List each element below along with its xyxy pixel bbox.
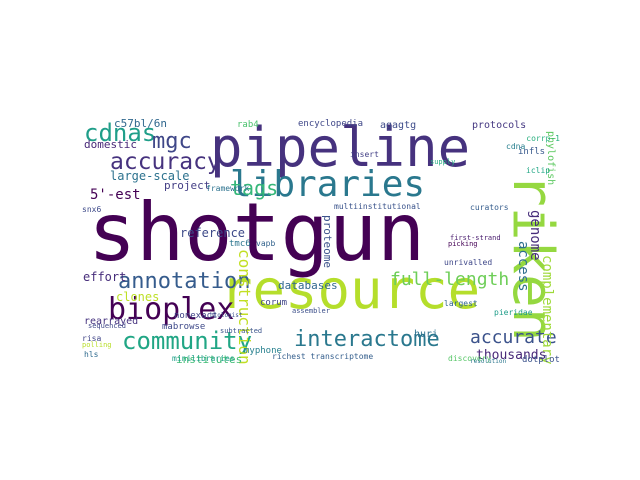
cloud-word: c57bl/6n bbox=[114, 117, 167, 130]
cloud-word: resource bbox=[220, 258, 481, 321]
cloud-word: subtracted bbox=[220, 327, 263, 335]
cloud-word: domestic bbox=[84, 138, 137, 151]
cloud-word: sequenced bbox=[88, 322, 126, 330]
cloud-word: hls bbox=[84, 350, 99, 359]
cloud-word: vapb bbox=[256, 239, 276, 248]
cloud-word: full-length bbox=[390, 269, 510, 290]
cloud-word: encyclopedia bbox=[298, 119, 364, 129]
cloud-word: snx6 bbox=[82, 205, 102, 214]
cloud-word: community bbox=[122, 327, 253, 355]
cloud-word: shotgun bbox=[88, 186, 426, 279]
cloud-word: bioplex bbox=[108, 292, 235, 327]
cloud-word: discovery bbox=[448, 354, 492, 363]
cloud-word: cdna bbox=[506, 142, 526, 151]
cloud-word: cdnas bbox=[84, 119, 157, 147]
cloud-word: institutes bbox=[176, 353, 243, 365]
cloud-word: assembler bbox=[292, 307, 330, 315]
cloud-word: annotation bbox=[118, 269, 251, 294]
cloud-word: iclip bbox=[526, 166, 551, 175]
cloud-word: huri bbox=[414, 329, 439, 340]
cloud-word: tags bbox=[230, 176, 279, 200]
cloud-word: databases bbox=[278, 279, 338, 292]
cloud-word: supply bbox=[430, 158, 456, 166]
cloud-word: pieridae bbox=[494, 308, 533, 317]
cloud-word: nonexact bbox=[174, 311, 218, 321]
cloud-word: risa bbox=[82, 334, 102, 343]
cloud-word: mgc bbox=[152, 129, 192, 154]
cloud-word: thousands bbox=[476, 348, 547, 363]
cloud-word: biologist bbox=[210, 312, 243, 319]
cloud-word: 5'-est bbox=[90, 187, 141, 203]
cloud-word: reference bbox=[180, 226, 246, 240]
cloud-word: libraries bbox=[230, 164, 426, 205]
cloud-word: proteome bbox=[321, 215, 334, 268]
cloud-word: dotplot bbox=[522, 355, 560, 365]
cloud-word: resolution bbox=[470, 358, 507, 365]
cloud-word: rab4 bbox=[237, 120, 259, 130]
cloud-word: large-scale bbox=[110, 169, 190, 183]
cloud-word: rearrayed bbox=[84, 316, 139, 327]
cloud-word: accuracy bbox=[110, 149, 221, 175]
cloud-word: minilibraries bbox=[172, 354, 235, 363]
cloud-word: first-strand bbox=[450, 234, 501, 242]
cloud-word: protocols bbox=[472, 120, 527, 131]
cloud-word: pipeline bbox=[210, 116, 471, 179]
cloud-word: myphone bbox=[244, 346, 282, 356]
cloud-word: accurate bbox=[470, 327, 557, 348]
cloud-word: curators bbox=[470, 203, 509, 212]
cloud-word: largest bbox=[444, 299, 478, 308]
cloud-word: project bbox=[164, 179, 211, 192]
cloud-word: genome bbox=[527, 210, 543, 261]
cloud-word: clones bbox=[116, 290, 160, 304]
cloud-word: infls bbox=[518, 147, 546, 157]
cloud-word: mabrowse bbox=[162, 322, 206, 332]
cloud-word: multiinstitutional bbox=[334, 202, 421, 211]
cloud-word: framework bbox=[206, 184, 250, 193]
word-cloud: shotgun pipeline resource libraries rike… bbox=[80, 115, 560, 365]
cloud-word: richest transcriptome bbox=[272, 352, 374, 361]
cloud-word: unrivalled bbox=[444, 258, 493, 267]
cloud-word: tmc6 bbox=[229, 239, 251, 249]
cloud-word: interactome bbox=[294, 327, 440, 352]
cloud-word: corum bbox=[260, 298, 288, 308]
cloud-word: effort bbox=[83, 270, 127, 284]
cloud-word: picking bbox=[448, 240, 478, 248]
cloud-word: corrp-1 bbox=[526, 134, 560, 143]
cloud-word: polling bbox=[82, 341, 112, 349]
cloud-word: insert bbox=[350, 150, 379, 159]
cloud-word: agagtg bbox=[380, 120, 417, 131]
